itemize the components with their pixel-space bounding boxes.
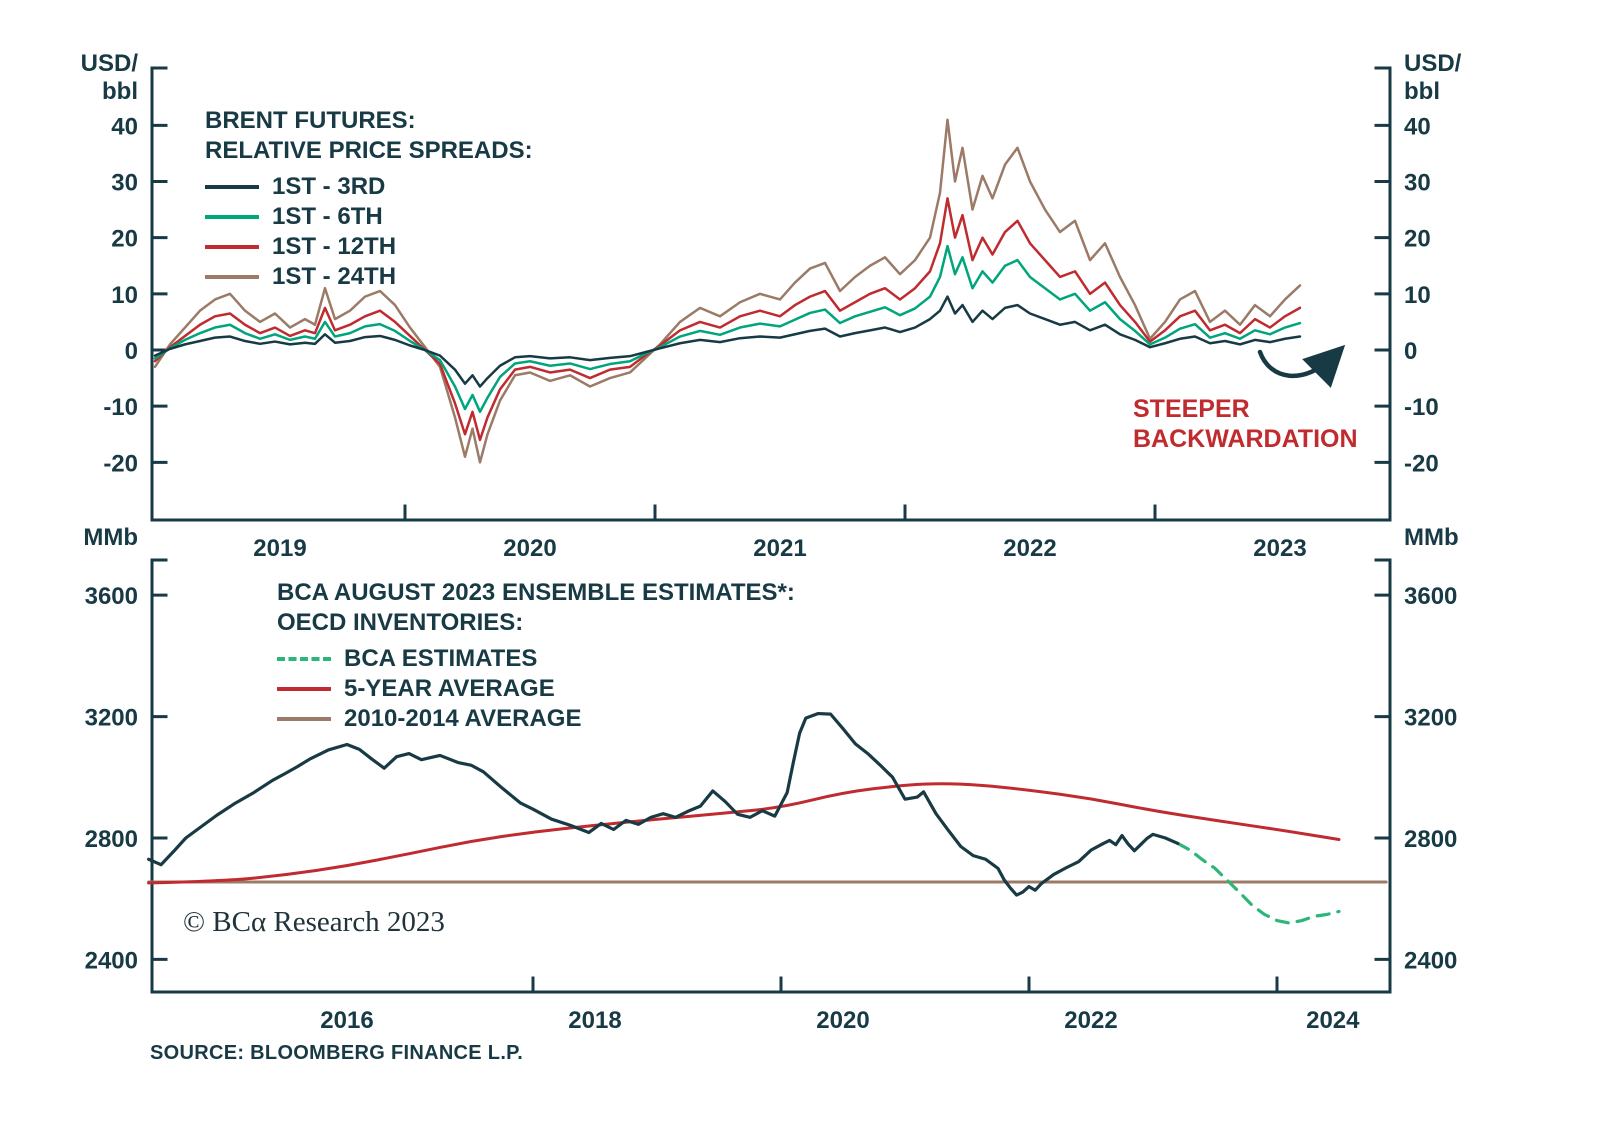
- legend-label: BCA ESTIMATES: [344, 645, 538, 672]
- annotation-line: BACKWARDATION: [1133, 425, 1358, 453]
- steeper-backwardation-annotation: STEEPER BACKWARDATION: [1133, 394, 1358, 454]
- legend-label: 1ST - 3RD: [272, 173, 386, 200]
- legend-item-5-year-average: 5-YEAR AVERAGE: [277, 674, 795, 704]
- bottom-chart-title-line-1: BCA AUGUST 2023 ENSEMBLE ESTIMATES*:: [277, 579, 795, 606]
- bottom-chart-legend: BCA AUGUST 2023 ENSEMBLE ESTIMATES*: OEC…: [277, 578, 795, 734]
- series-bca-estimates: [1176, 841, 1341, 925]
- legend-item-1st-12th: 1ST - 12TH: [205, 232, 533, 262]
- line-swatch-5-year-average: [277, 687, 331, 691]
- top-left-axis-unit: USD/ bbl: [52, 50, 138, 106]
- tick-label: 2016: [320, 1007, 373, 1034]
- tick-label: 30: [1404, 169, 1431, 196]
- axis-unit-line: bbl: [102, 78, 138, 105]
- tick-label: -10: [1404, 394, 1439, 421]
- tick-label: 40: [111, 113, 138, 140]
- tick-label: 2024: [1306, 1007, 1360, 1034]
- axis-unit-line: USD/: [80, 50, 138, 77]
- tick-label: 0: [1404, 338, 1417, 365]
- tick-label: 2800: [1404, 826, 1457, 853]
- top-legend-items: 1ST - 3RD 1ST - 6TH 1ST - 12TH 1ST - 24T…: [205, 172, 533, 292]
- bottom-legend-items: BCA ESTIMATES 5-YEAR AVERAGE 2010-2014 A…: [277, 644, 795, 734]
- tick-label: 2022: [1003, 535, 1056, 562]
- tick-label: 2800: [85, 826, 138, 853]
- legend-item-2010-2014-average: 2010-2014 AVERAGE: [277, 704, 795, 734]
- legend-label: 5-YEAR AVERAGE: [344, 675, 555, 702]
- tick-label: 30: [111, 169, 138, 196]
- tick-label: 2018: [568, 1007, 621, 1034]
- copyright: © BCα Research 2023: [183, 906, 445, 938]
- tick-label: -20: [1404, 450, 1439, 477]
- tick-label: 40: [1404, 113, 1431, 140]
- tick-label: 2019: [253, 535, 306, 562]
- series-oecd-inventories: [147, 711, 1180, 897]
- series-1st-24th: [153, 118, 1302, 464]
- legend-item-1st-3rd: 1ST - 3RD: [205, 172, 533, 202]
- top-chart-title-line-2: RELATIVE PRICE SPREADS:: [205, 137, 533, 164]
- legend-label: 2010-2014 AVERAGE: [344, 705, 582, 732]
- tick-label: 2023: [1253, 535, 1306, 562]
- top-chart-legend: BRENT FUTURES: RELATIVE PRICE SPREADS: 1…: [205, 106, 533, 292]
- tick-label: 0: [125, 338, 138, 365]
- tick-label: 3600: [85, 583, 138, 610]
- line-swatch-bca-estimates: [277, 657, 331, 661]
- tick-label: 20: [111, 226, 138, 253]
- line-swatch-1st-12th: [205, 245, 259, 249]
- line-swatch-2010-2014-average: [277, 717, 331, 721]
- legend-label: 1ST - 24TH: [272, 263, 397, 290]
- legend-item-1st-24th: 1ST - 24TH: [205, 262, 533, 292]
- tick-label: -10: [103, 394, 138, 421]
- top-right-axis-unit: USD/ bbl: [1404, 50, 1494, 106]
- line-swatch-1st-3rd: [205, 185, 259, 189]
- tick-label: 3600: [1404, 583, 1457, 610]
- series-1st-12th: [153, 197, 1302, 442]
- line-swatch-1st-6th: [205, 215, 259, 219]
- backwardation-arrow-icon: [1257, 344, 1346, 388]
- series-1st-3rd: [153, 295, 1302, 388]
- tick-label: 2021: [753, 535, 806, 562]
- tick-label: 2020: [816, 1007, 869, 1034]
- axis-unit-line: USD/: [1404, 50, 1462, 77]
- source-note: SOURCE: BLOOMBERG FINANCE L.P.: [150, 1042, 524, 1064]
- axis-unit-line: bbl: [1404, 78, 1440, 105]
- tick-label: 2400: [85, 947, 138, 974]
- tick-label: 10: [1404, 282, 1431, 309]
- legend-item-1st-6th: 1ST - 6TH: [205, 202, 533, 232]
- legend-label: 1ST - 12TH: [272, 233, 397, 260]
- series-5-year-average: [147, 782, 1341, 885]
- annotation-line: STEEPER: [1133, 395, 1250, 423]
- tick-label: -20: [103, 450, 138, 477]
- top-chart-title-line-1: BRENT FUTURES:: [205, 107, 416, 134]
- tick-label: 3200: [1404, 705, 1457, 732]
- tick-label: 20: [1404, 226, 1431, 253]
- legend-item-bca-estimates: BCA ESTIMATES: [277, 644, 795, 674]
- series-1st-6th: [153, 244, 1302, 414]
- tick-label: 3200: [85, 705, 138, 732]
- bottom-chart-title-line-2: OECD INVENTORIES:: [277, 609, 524, 636]
- tick-label: 2022: [1064, 1007, 1117, 1034]
- tick-label: 2400: [1404, 947, 1457, 974]
- line-swatch-1st-24th: [205, 275, 259, 279]
- tick-label: 10: [111, 282, 138, 309]
- legend-label: 1ST - 6TH: [272, 203, 383, 230]
- tick-label: 2020: [503, 535, 556, 562]
- bottom-right-axis-unit: MMb: [1404, 524, 1459, 551]
- bottom-left-axis-unit: MMb: [83, 524, 138, 551]
